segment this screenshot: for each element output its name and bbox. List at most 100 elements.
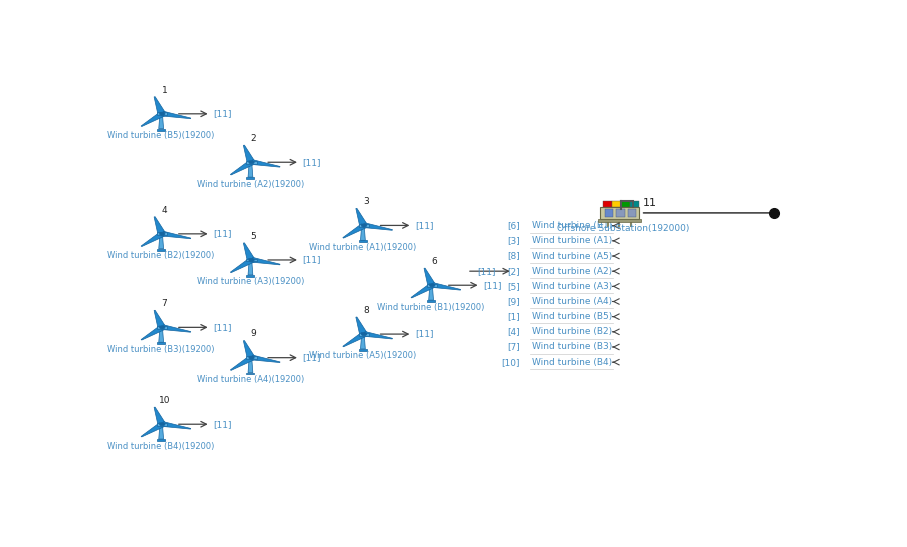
Polygon shape	[159, 115, 163, 129]
Text: Wind turbine (B1)(19200): Wind turbine (B1)(19200)	[377, 302, 484, 312]
Polygon shape	[248, 261, 253, 275]
Text: Wind turbine (A3)(19200): Wind turbine (A3)(19200)	[197, 277, 304, 286]
Bar	[603, 201, 611, 207]
Polygon shape	[159, 425, 163, 439]
Polygon shape	[161, 422, 190, 429]
Bar	[617, 209, 625, 218]
Bar	[628, 209, 637, 218]
Text: [11]: [11]	[213, 420, 232, 429]
Bar	[157, 423, 167, 426]
Polygon shape	[141, 232, 165, 247]
Polygon shape	[363, 331, 393, 339]
Text: Wind turbine (B4)(19200): Wind turbine (B4)(19200)	[108, 441, 215, 451]
Polygon shape	[429, 286, 434, 300]
Circle shape	[160, 232, 165, 235]
Polygon shape	[161, 111, 190, 119]
Bar	[157, 326, 167, 329]
Polygon shape	[161, 231, 190, 238]
Text: 1: 1	[161, 85, 167, 95]
Text: Wind turbine (A1)(19200): Wind turbine (A1)(19200)	[309, 243, 416, 252]
Polygon shape	[363, 223, 393, 230]
Bar	[359, 349, 367, 351]
Text: Wind turbine (B3): Wind turbine (B3)	[532, 342, 612, 352]
Polygon shape	[159, 328, 163, 342]
Text: [11]: [11]	[303, 255, 321, 264]
Text: [11]: [11]	[303, 158, 321, 167]
Bar	[247, 177, 255, 179]
Text: [6]: [6]	[507, 221, 520, 230]
Polygon shape	[356, 317, 367, 335]
Polygon shape	[360, 226, 366, 240]
Polygon shape	[424, 268, 435, 286]
Text: [10]: [10]	[502, 358, 520, 366]
Text: Wind turbine (B4): Wind turbine (B4)	[532, 358, 612, 366]
Polygon shape	[243, 341, 255, 358]
Polygon shape	[159, 235, 163, 249]
Bar	[247, 275, 255, 277]
Polygon shape	[230, 161, 255, 175]
Bar	[359, 224, 369, 227]
Text: [11]: [11]	[213, 109, 232, 118]
Circle shape	[361, 333, 366, 336]
Text: [1]: [1]	[507, 312, 520, 321]
Bar	[157, 129, 165, 131]
Bar	[157, 249, 165, 251]
Text: Wind turbine (A2): Wind turbine (A2)	[532, 267, 612, 276]
Text: Wind turbine (A1): Wind turbine (A1)	[532, 236, 612, 246]
Polygon shape	[248, 358, 253, 373]
Text: [11]: [11]	[483, 281, 502, 290]
Text: 10: 10	[159, 396, 171, 405]
Polygon shape	[250, 355, 280, 363]
Circle shape	[249, 161, 254, 164]
Text: [5]: [5]	[507, 282, 520, 291]
Text: [4]: [4]	[507, 327, 520, 336]
Polygon shape	[250, 258, 280, 265]
Text: Wind turbine (B5)(19200): Wind turbine (B5)(19200)	[108, 131, 215, 140]
Bar	[599, 219, 640, 222]
Polygon shape	[250, 160, 280, 167]
Text: 2: 2	[251, 134, 257, 143]
Bar	[621, 201, 629, 207]
Text: [11]: [11]	[213, 323, 232, 332]
Text: Wind turbine (B2): Wind turbine (B2)	[532, 327, 612, 336]
Bar	[359, 240, 367, 242]
Text: [11]: [11]	[415, 330, 434, 339]
Polygon shape	[243, 243, 255, 260]
Text: 11: 11	[643, 197, 657, 208]
Text: [3]: [3]	[507, 236, 520, 246]
Circle shape	[361, 224, 366, 227]
Circle shape	[160, 326, 165, 329]
Bar	[427, 284, 437, 287]
Polygon shape	[154, 217, 166, 235]
Text: Wind turbine (A4)(19200): Wind turbine (A4)(19200)	[197, 375, 304, 384]
Polygon shape	[161, 325, 190, 332]
Text: [8]: [8]	[507, 252, 520, 260]
Polygon shape	[248, 163, 253, 177]
Polygon shape	[154, 97, 166, 114]
Text: [2]: [2]	[507, 267, 520, 276]
Text: [11]: [11]	[303, 353, 321, 362]
Circle shape	[249, 356, 254, 359]
Text: [7]: [7]	[507, 342, 520, 352]
Polygon shape	[243, 145, 255, 163]
Circle shape	[160, 423, 165, 426]
Polygon shape	[230, 258, 255, 272]
Bar	[427, 300, 435, 302]
Text: Wind turbine (A5): Wind turbine (A5)	[532, 252, 612, 260]
Polygon shape	[343, 333, 367, 347]
Bar	[157, 112, 167, 115]
Circle shape	[249, 258, 254, 261]
Text: Offshore SubStation(192000): Offshore SubStation(192000)	[557, 224, 689, 232]
Polygon shape	[141, 112, 165, 126]
Polygon shape	[141, 326, 165, 340]
Text: Wind turbine (A3): Wind turbine (A3)	[532, 282, 612, 291]
Polygon shape	[154, 310, 166, 328]
Bar	[247, 259, 257, 261]
Polygon shape	[360, 335, 366, 349]
Bar	[359, 333, 369, 335]
Circle shape	[430, 284, 434, 287]
Text: 3: 3	[363, 197, 369, 206]
Bar	[157, 232, 167, 235]
Text: Wind turbine (A4): Wind turbine (A4)	[532, 297, 612, 306]
Text: Wind turbine (B1): Wind turbine (B1)	[532, 221, 612, 230]
